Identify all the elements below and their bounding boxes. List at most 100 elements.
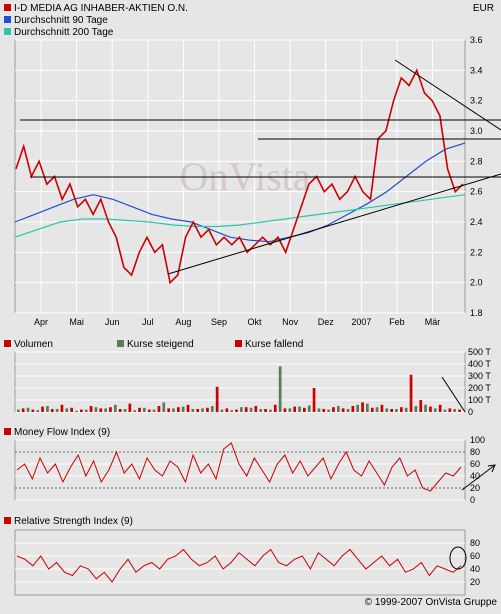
volume-bar-falling [177,407,180,412]
rsi-panel: Relative Strength Index (9) 80 60 40 20 [4,516,480,596]
volume-bar-falling [21,408,25,412]
volume-bar-falling [167,408,170,412]
volume-bar-rising [395,409,398,412]
copyright-notice: © 1999-2007 OnVista Gruppe [364,597,497,608]
volume-y-tick-label: 300 T [468,371,491,381]
volume-bar-rising [55,409,59,412]
volume-bar-rising [433,408,437,412]
volume-bar-falling [157,406,161,412]
volume-bar-rising [443,409,447,412]
mfi-y-tick-label: 0 [470,495,475,505]
volume-bar-falling [419,400,423,412]
volume-bar-falling [409,374,413,412]
volume-bar-rising [307,405,311,412]
mfi-panel: Money Flow Index (9) 100 80 60 40 20 0 [4,427,496,505]
price-x-tick-label: Jul [142,317,154,327]
volume-bar-falling [147,409,151,412]
volume-bar-falling [80,409,83,412]
volume-bar-falling [283,408,287,412]
volume-bar-falling [41,406,44,412]
volume-bar-rising [191,409,195,412]
mfi-title-swatch [4,428,11,435]
volume-title-swatch [4,340,11,347]
price-x-tick-label: Jun [105,317,120,327]
volume-bar-falling [390,409,393,412]
price-y-tick-label: 3.6 [470,35,483,45]
volume-bar-rising [453,409,456,412]
volume-y-tick-label: 200 T [468,383,491,393]
price-x-tick-label: Mär [425,317,441,327]
mfi-trend-arrow [461,464,496,491]
volume-bar-rising [84,409,88,412]
price-y-tick-label: 2.6 [470,187,483,197]
volume-bar-falling [254,406,258,412]
volume-bar-falling [293,406,296,412]
mfi-y-tick-label: 20 [470,483,480,493]
ma200-series-line [14,194,466,238]
volume-bar-falling [215,386,219,412]
price-x-tick-label: Nov [282,317,299,327]
rsi-y-tick-label: 60 [470,551,480,561]
volume-y-tick-label: 500 T [468,347,491,357]
rsi-y-tick-label: 20 [470,577,480,587]
rsi-series-group [16,548,462,583]
volume-bar-rising [327,409,330,412]
rsi-title-swatch [4,517,11,524]
price-x-tick-label: 2007 [351,317,371,327]
rsi-series-line [16,548,462,583]
volume-bar-falling [206,407,209,412]
legend-label-ma90: Durchschnitt 90 Tage [14,15,108,26]
volume-bar-rising [94,407,98,412]
volume-bar-falling [322,409,326,412]
volume-legend-falling: Kurse fallend [245,339,303,350]
volume-bar-falling [225,408,229,412]
volume-bar-rising [162,402,166,412]
volume-bar-falling [448,408,452,412]
trendline-falling [394,59,501,131]
price-y-tick-label: 3.0 [470,126,483,136]
price-series-group [14,68,466,285]
mfi-y-ticks: 100 80 60 40 20 0 [470,435,485,505]
mfi-panel-frame [14,439,466,501]
mfi-y-tick-label: 80 [470,447,480,457]
volume-y-tick-label: 100 T [468,395,491,405]
price-series-line [15,68,464,285]
volume-bar-rising [346,409,350,412]
volume-bar-rising [123,409,127,412]
rsi-y-tick-label: 40 [470,564,480,574]
volume-bar-falling [273,404,277,412]
volume-legend-swatch-rising [117,340,124,347]
volume-bar-falling [312,388,316,412]
price-y-tick-label: 2.8 [470,156,483,166]
price-panel: OnVista 3.63.43.23.02.82.62.42.22.01.8 A… [14,35,501,327]
volume-bar-rising [172,408,175,412]
mfi-title: Money Flow Index (9) [14,427,110,438]
volume-bar-rising [249,407,253,412]
volume-bar-falling [70,407,73,412]
price-y-tick-label: 1.8 [470,308,483,318]
volume-bar-falling [341,408,345,412]
volume-bar-rising [317,408,321,412]
mfi-trend-arrowhead [487,464,496,473]
rsi-y-ticks: 80 60 40 20 [470,538,480,587]
volume-bar-rising [210,406,214,412]
legend-label-price: I-D MEDIA AG INHABER-AKTIEN O.N. [14,3,188,14]
volume-legend-rising: Kurse steigend [127,339,194,350]
volume-bar-rising [17,409,20,412]
volume-bar-rising [240,407,243,412]
volume-bar-falling [400,407,403,412]
rsi-y-tick-label: 80 [470,538,480,548]
volume-bar-rising [104,408,107,412]
price-y-ticks: 3.6 3.4 3.2 3.0 2.8 2.6 2.4 2.2 2.0 1.8 [470,35,483,318]
volume-bar-falling [244,407,248,412]
volume-bar-falling [264,409,267,412]
volume-bar-rising [278,366,282,412]
volume-bar-rising [366,403,369,412]
volume-legend-swatch-falling [235,340,242,347]
volume-bar-rising [259,409,263,412]
volume-bar-rising [414,406,418,412]
volume-bar-falling [429,406,432,412]
rsi-title: Relative Strength Index (9) [14,516,133,527]
